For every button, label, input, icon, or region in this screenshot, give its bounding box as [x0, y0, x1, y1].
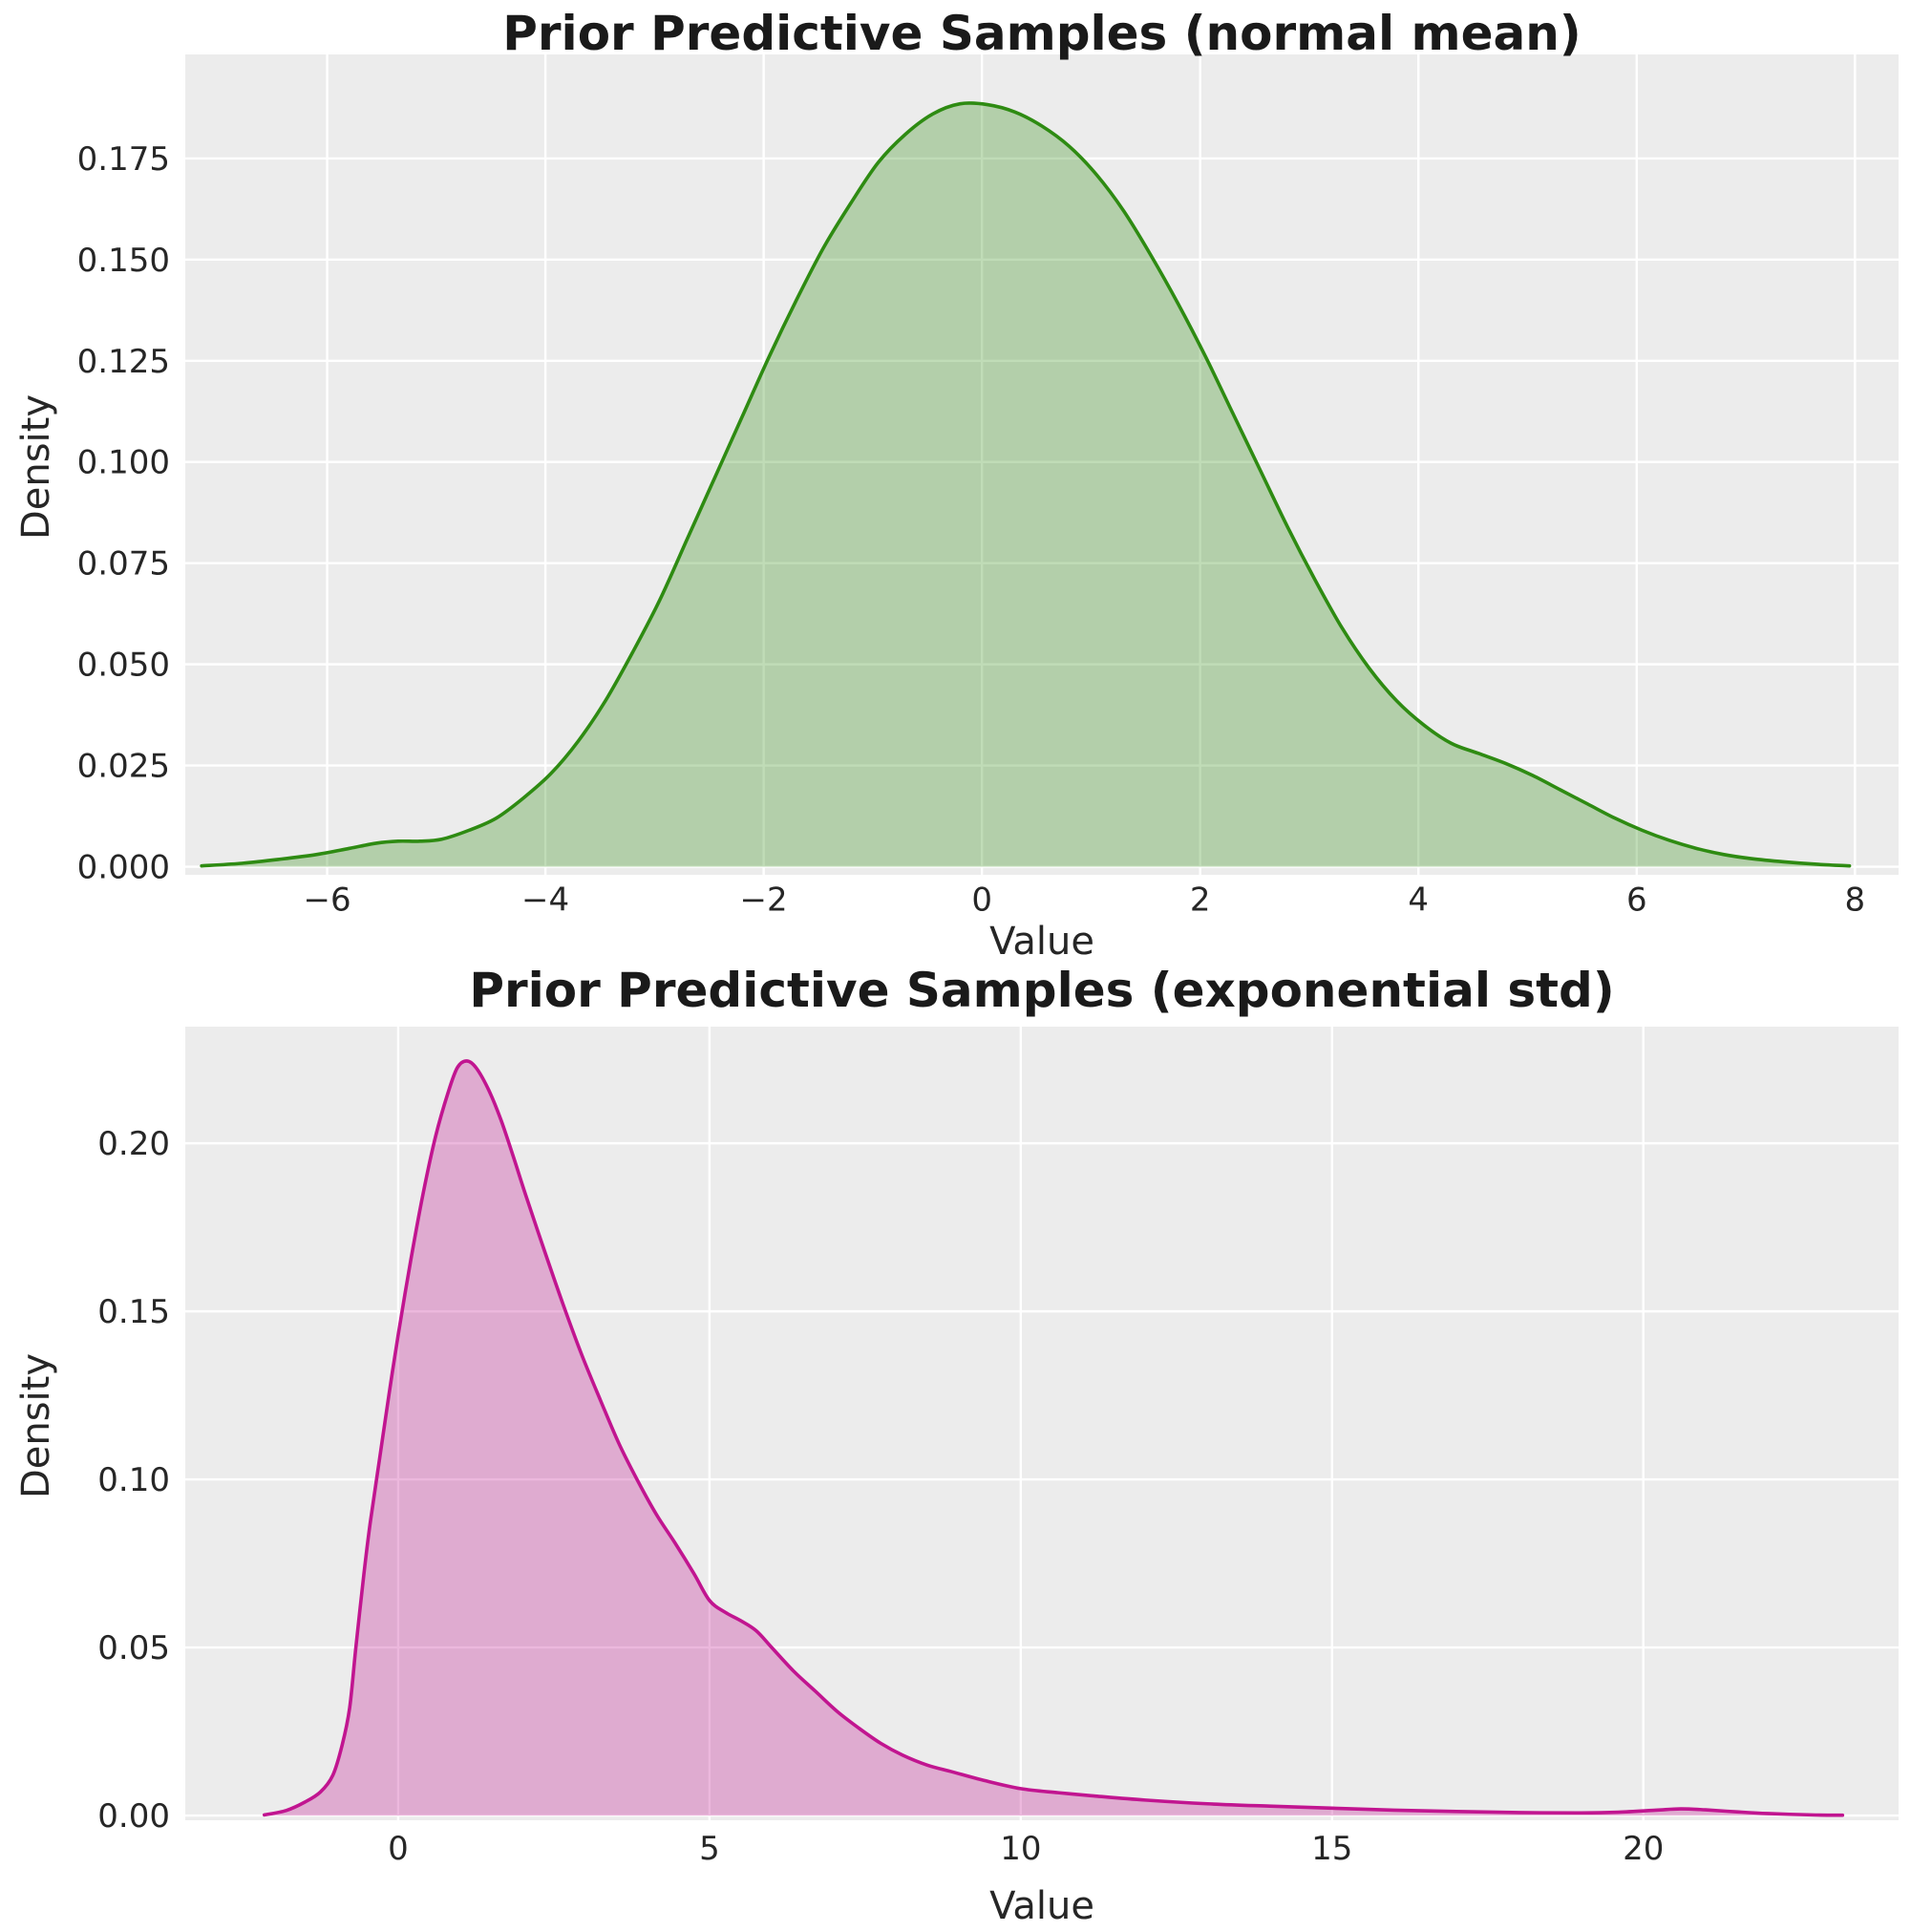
- top-y-tick-label: 0.100: [77, 444, 170, 482]
- bottom-x-tick-label: 5: [699, 1830, 720, 1868]
- top-y-tick-label: 0.000: [77, 849, 170, 887]
- top-kde-area: [202, 102, 1850, 867]
- bottom-y-tick-label: 0.00: [97, 1797, 170, 1836]
- top-y-tick-label: 0.025: [77, 748, 170, 786]
- top-x-axis-label: Value: [989, 920, 1094, 964]
- top-y-tick-label: 0.175: [77, 140, 170, 179]
- top-x-tick-label: 8: [1844, 881, 1865, 920]
- top-x-tick-label: −4: [521, 881, 569, 920]
- top-kde-curve: [200, 101, 1852, 868]
- bottom-kde-area: [264, 1060, 1843, 1816]
- top-y-tick-label: 0.050: [77, 647, 170, 685]
- top-x-tick-label: 2: [1190, 881, 1211, 920]
- top-x-tick-label: 4: [1408, 881, 1429, 920]
- top-y-tick-label: 0.150: [77, 242, 170, 280]
- bottom-panel-background: [185, 1027, 1899, 1820]
- bottom-x-axis-label: Value: [989, 1884, 1094, 1928]
- top-plot-title: Prior Predictive Samples (normal mean): [502, 6, 1582, 61]
- top-y-tick-label: 0.075: [77, 545, 170, 584]
- bottom-y-tick-label: 0.20: [97, 1125, 170, 1163]
- top-x-tick-label: 6: [1626, 881, 1647, 920]
- top-x-tick-label: 0: [971, 881, 992, 920]
- bottom-x-tick-label: 20: [1623, 1830, 1664, 1868]
- bottom-x-tick-label: 0: [388, 1830, 409, 1868]
- top-panel-background: [185, 54, 1899, 875]
- bottom-x-tick-label: 15: [1311, 1830, 1352, 1868]
- top-y-axis-label: Density: [14, 393, 58, 541]
- bottom-plot-title: Prior Predictive Samples (exponential st…: [469, 963, 1615, 1018]
- bottom-y-axis-label: Density: [14, 1352, 58, 1499]
- bottom-kde-curve: [262, 1059, 1845, 1817]
- bottom-y-tick-label: 0.05: [97, 1629, 170, 1667]
- top-x-tick-label: −2: [740, 881, 788, 920]
- bottom-x-tick-label: 10: [1000, 1830, 1041, 1868]
- top-y-tick-label: 0.125: [77, 343, 170, 381]
- bottom-y-tick-label: 0.10: [97, 1461, 170, 1499]
- bottom-y-tick-label: 0.15: [97, 1293, 170, 1331]
- top-x-tick-label: −6: [303, 881, 350, 920]
